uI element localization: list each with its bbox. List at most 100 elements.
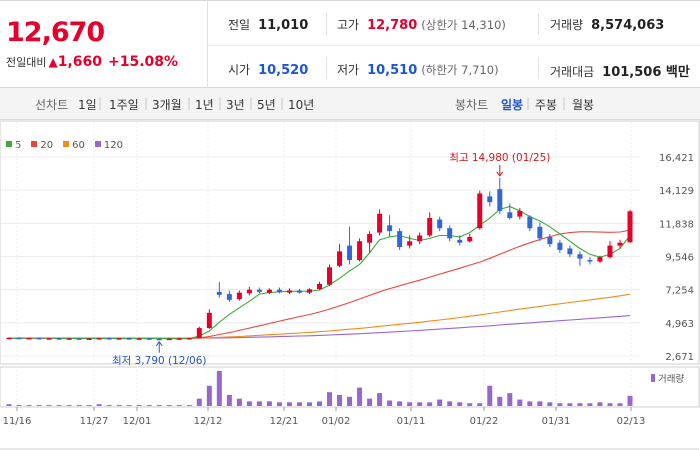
x-tick-label: 01/31 <box>542 416 571 427</box>
separator: | <box>280 96 285 110</box>
volume-bar <box>457 402 463 406</box>
legend-ma20: 20 <box>31 140 53 151</box>
ma60-line <box>9 293 631 339</box>
legend-ma60: 60 <box>63 140 85 151</box>
candle-body <box>557 242 563 250</box>
volume-bar <box>507 393 513 406</box>
candle-body <box>617 242 623 246</box>
candle-body <box>407 241 413 246</box>
volume-legend-label: 거래량 <box>658 373 684 385</box>
change-percent: +15.08% <box>108 54 179 70</box>
volume-bar <box>427 402 433 406</box>
period-1d[interactable]: 1일 <box>78 98 97 112</box>
x-tick-label: 12/21 <box>270 416 299 427</box>
open-value: 10,520 <box>258 63 309 78</box>
candle-monthly[interactable]: 월봉 <box>572 98 595 112</box>
volume-bar <box>617 403 623 406</box>
period-5y[interactable]: 5년 <box>257 98 276 112</box>
candle-body <box>577 254 583 259</box>
high-value: 12,780 <box>367 18 418 33</box>
line-chart-title: 선차트 <box>35 98 69 112</box>
volume-bar <box>216 371 222 406</box>
current-price: 12,670 <box>6 17 105 48</box>
volume: 거래량 8,574,063 <box>550 16 664 33</box>
prev-close: 전일 11,010 <box>228 16 308 33</box>
legend-swatch <box>6 141 12 147</box>
candle-daily[interactable]: 일봉 <box>501 98 524 112</box>
amount-label: 거래대금 <box>550 65 595 79</box>
volume-bar <box>246 401 252 406</box>
x-tick-label: 01/02 <box>322 416 351 427</box>
divider <box>538 13 539 35</box>
volume-bar <box>437 399 443 406</box>
divider <box>538 57 539 79</box>
candle-body <box>246 289 252 294</box>
candle-body <box>136 338 142 340</box>
candle-body <box>337 251 343 266</box>
candle-body <box>26 337 32 340</box>
volume-bar <box>256 401 262 406</box>
lower-limit: (하한가 7,710) <box>421 63 499 77</box>
period-3y[interactable]: 3년 <box>226 98 245 112</box>
legend-swatch <box>63 141 70 147</box>
separator: | <box>526 96 531 110</box>
y-tick-label: 16,421 <box>659 153 694 164</box>
candle-body <box>206 312 212 329</box>
volume-bar <box>36 405 42 406</box>
candle-body <box>116 338 122 340</box>
volume-bar <box>567 403 573 406</box>
volume-bar <box>467 403 473 406</box>
candle-weekly[interactable]: 주봉 <box>535 98 558 112</box>
volume-bar <box>517 399 523 406</box>
low-value: 10,510 <box>367 63 418 78</box>
volume-bar <box>16 405 22 406</box>
period-3m[interactable]: 3개월 <box>152 98 182 112</box>
open-price: 시가 10,520 <box>228 61 308 78</box>
amount-value: 101,506 백만 <box>602 65 690 80</box>
legend-label: 5 <box>15 140 22 151</box>
candle-body <box>146 338 152 340</box>
volume-legend-swatch <box>651 374 655 382</box>
candle-body <box>327 267 333 285</box>
legend-swatch <box>31 141 38 147</box>
volume-bar <box>196 398 202 406</box>
candle-body <box>306 289 312 293</box>
volume-bar <box>226 394 232 406</box>
separator: | <box>562 96 567 110</box>
volume-bar <box>487 385 493 406</box>
volume-bar <box>166 405 172 406</box>
candle-body <box>286 290 292 293</box>
candle-body <box>106 338 112 340</box>
y-tick-label: 2,671 <box>665 352 694 363</box>
period-1w[interactable]: 1주일 <box>109 98 139 112</box>
volume-bar <box>46 405 52 406</box>
day-low: 저가 10,510 (하한가 7,710) <box>337 61 499 78</box>
candle-body <box>627 211 633 243</box>
candle-body <box>126 338 132 340</box>
volume-bar <box>186 405 192 406</box>
x-tick-label: 01/22 <box>470 416 499 427</box>
current-price-box: 12,670 전일대비 ▲1,660 +15.08% <box>0 1 208 88</box>
period-10y[interactable]: 10년 <box>288 98 315 112</box>
candle-body <box>467 236 473 242</box>
candle-body <box>186 338 192 340</box>
ma5-line <box>9 205 631 340</box>
candle-body <box>477 193 483 229</box>
candle-body <box>397 231 403 248</box>
legend-label: 60 <box>72 140 85 151</box>
ma120-line <box>9 315 631 339</box>
row-divider <box>208 45 700 46</box>
separator: | <box>187 96 192 110</box>
volume-bar <box>347 396 353 406</box>
volume-bar <box>337 394 343 406</box>
period-1y[interactable]: 1년 <box>195 98 214 112</box>
high-annotation: 최고 14,980 (01/25) <box>449 152 550 164</box>
volume-bar <box>387 400 393 406</box>
candle-body <box>6 337 12 340</box>
legend-label: 120 <box>103 140 123 151</box>
y-tick-label: 4,963 <box>665 319 694 330</box>
prev-close-value: 11,010 <box>258 18 309 33</box>
x-tick-label: 11/27 <box>80 416 109 427</box>
change-label: 전일대비 <box>6 56 47 69</box>
